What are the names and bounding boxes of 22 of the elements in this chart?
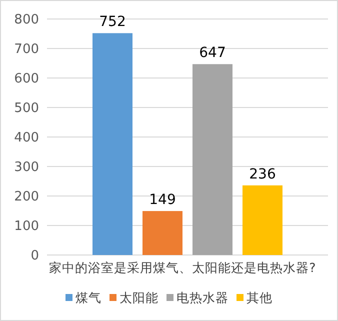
data-label: 752 [99, 14, 126, 30]
data-label: 149 [149, 192, 176, 208]
y-tick-label: 700 [14, 42, 39, 57]
y-tick-label: 300 [14, 160, 39, 175]
legend-label: 电热水器 [176, 290, 228, 305]
bar [192, 64, 232, 255]
bar [92, 33, 132, 255]
data-label: 236 [249, 166, 276, 182]
bar [142, 211, 182, 255]
y-tick-label: 100 [14, 219, 39, 234]
legend-label: 其他 [246, 290, 272, 305]
data-label: 647 [199, 45, 226, 62]
legend-label: 太阳能 [120, 290, 158, 305]
legend-label: 煤气 [76, 290, 102, 305]
y-tick-label: 200 [14, 190, 39, 204]
x-axis-title: 家中的浴室是采用煤气、太阳能还是电热水器? [49, 260, 316, 275]
bar [242, 185, 282, 255]
y-tick-label: 800 [14, 12, 39, 28]
y-tick-label: 600 [14, 72, 39, 86]
y-tick-label: 400 [14, 130, 39, 146]
y-tick-label: 500 [14, 101, 39, 116]
y-tick-label: 0 [30, 248, 39, 264]
